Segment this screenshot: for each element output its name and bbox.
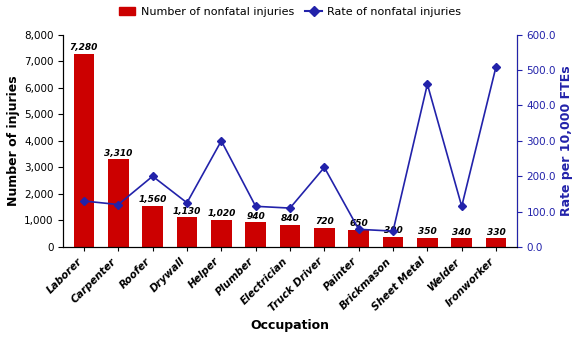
Text: 390: 390 (383, 226, 403, 235)
Bar (245, 222, 266, 247)
Y-axis label: Rate per 10,000 FTEs: Rate per 10,000 FTEs (560, 65, 573, 216)
Text: 940: 940 (246, 212, 265, 221)
Bar (349, 230, 369, 247)
Bar (451, 238, 472, 247)
Text: 1,020: 1,020 (207, 210, 235, 219)
Legend: Number of nonfatal injuries, Rate of nonfatal injuries: Number of nonfatal injuries, Rate of non… (114, 2, 466, 21)
Text: 1,560: 1,560 (139, 195, 167, 204)
Bar (280, 225, 300, 247)
Bar (211, 220, 231, 247)
Text: 650: 650 (349, 219, 368, 228)
Bar (177, 217, 197, 247)
Text: 7,280: 7,280 (70, 43, 98, 52)
Text: 330: 330 (487, 228, 505, 237)
Bar (108, 159, 129, 247)
Text: 3,310: 3,310 (104, 149, 132, 158)
Text: 840: 840 (281, 214, 299, 223)
Text: 1,130: 1,130 (173, 206, 201, 216)
Bar (383, 237, 403, 247)
Bar (314, 228, 335, 247)
Text: 350: 350 (418, 227, 437, 236)
Bar (74, 54, 94, 247)
Text: 720: 720 (315, 217, 333, 226)
Text: 340: 340 (452, 227, 471, 237)
Y-axis label: Number of injuries: Number of injuries (7, 76, 20, 206)
X-axis label: Occupation: Occupation (251, 319, 329, 332)
Bar (417, 238, 438, 247)
Bar (142, 206, 163, 247)
Bar (486, 238, 506, 247)
